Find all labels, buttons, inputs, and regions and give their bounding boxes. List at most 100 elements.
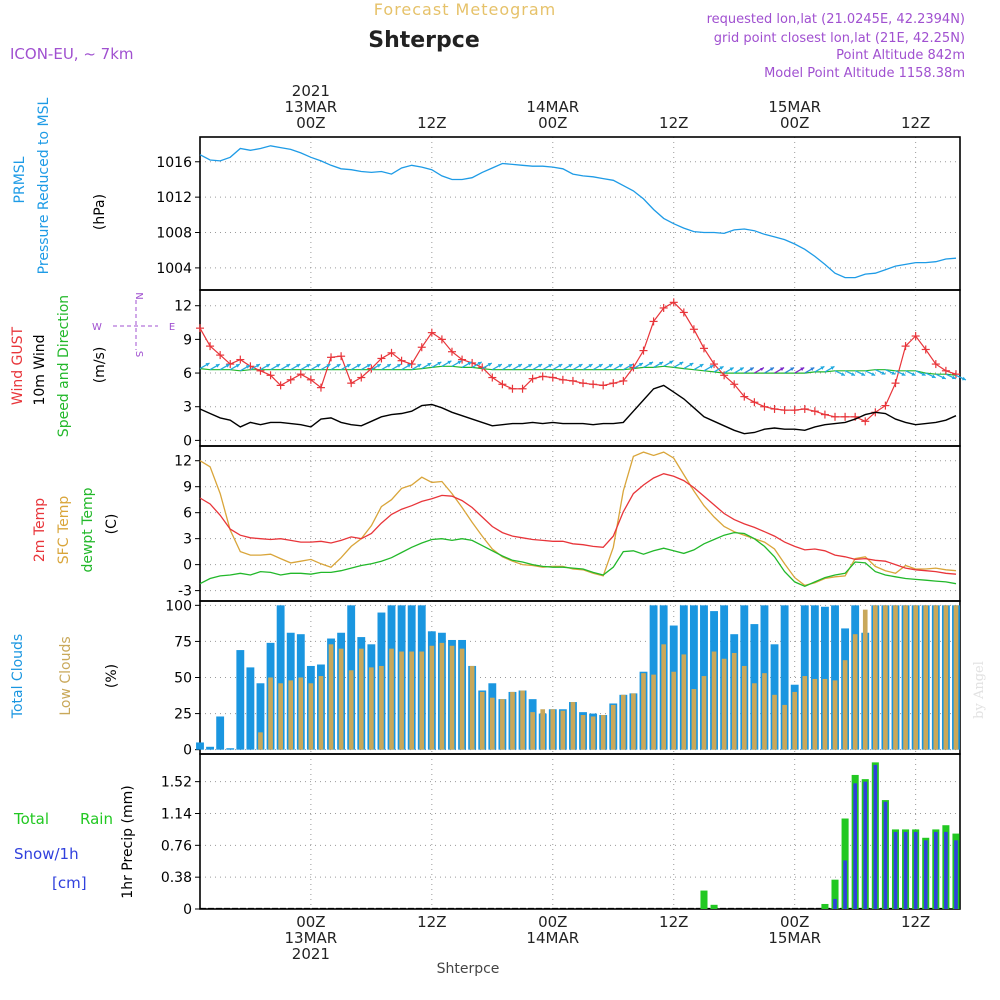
gust-marker [357, 373, 366, 382]
wind-direction-arrow [401, 363, 412, 371]
gust-marker [226, 360, 235, 369]
low-cloud-bar [268, 677, 273, 750]
clouds-ytick-label-3: 75 [174, 634, 192, 650]
wind-direction-arrow [834, 370, 846, 376]
wind-arrow-head [588, 364, 593, 368]
total-cloud-bar [256, 683, 265, 750]
snow-bar [913, 831, 918, 909]
gust-marker [810, 407, 819, 416]
rain-bar [700, 890, 708, 909]
gust-marker [790, 406, 799, 415]
pressure-line [199, 145, 957, 279]
wind-arrow-head [749, 367, 754, 371]
wind-arrow-head [427, 363, 432, 367]
wind-direction-arrow [229, 363, 241, 371]
top-time-label-4-1: 00Z [780, 114, 809, 132]
wind-direction-arrow [905, 370, 916, 376]
wind-arrow-head [336, 364, 341, 368]
wind-arrow-head [205, 363, 210, 367]
wind-arrow-head [235, 364, 240, 368]
low-cloud-bar [379, 665, 384, 750]
low-cloud-bar [631, 693, 636, 750]
wind-speed-line [199, 384, 957, 435]
requested-coordinates: requested lon,lat (21.0245E, 42.2394N) [707, 12, 965, 27]
low-cloud-bar [933, 605, 939, 750]
gust-marker [669, 298, 678, 307]
wind-direction-arrow [814, 365, 825, 373]
clouds-ytick-label-2: 50 [174, 671, 192, 687]
top-time-label-2-1: 00Z [538, 114, 567, 132]
gust-marker [599, 381, 608, 390]
bottom-time-label-1-0: 12Z [417, 913, 446, 931]
wind-arrow-head [316, 364, 321, 368]
low-cloud-bar [429, 645, 435, 750]
gust-marker [276, 381, 285, 390]
top-time-label-4-0: 15MAR [768, 98, 821, 116]
gust-marker [427, 328, 436, 337]
snow-bar [853, 783, 857, 909]
low-cloud-bar [752, 683, 757, 750]
wind-arrow-head [649, 361, 654, 366]
gust-marker [387, 348, 396, 357]
wind-arrow-head [255, 364, 260, 368]
wind-arrow-head [507, 364, 512, 368]
low-cloud-bar [943, 605, 949, 750]
wind-direction-arrow [250, 363, 261, 371]
gust-marker [347, 379, 356, 388]
low-cloud-bar [792, 691, 798, 750]
gust-marker [881, 401, 890, 410]
gust-marker [730, 380, 739, 389]
wind-arrow-head [739, 367, 744, 371]
wind-direction-arrow [411, 363, 422, 371]
total-cloud-bar [810, 605, 819, 750]
wind-arrow-head [407, 364, 412, 368]
wind-direction-arrow [713, 365, 724, 373]
snow-unit-label: [cm] [52, 874, 87, 892]
low-cloud-bar [318, 676, 324, 750]
wind-direction-arrow [572, 363, 583, 371]
low-cloud-bar [469, 665, 475, 750]
low-cloud-bar [852, 634, 858, 750]
wind-ytick-label-1: 3 [183, 400, 192, 416]
low-cloud-bar [399, 651, 404, 750]
model-point-altitude: Model Point Altitude 1158.38m [764, 66, 965, 81]
wind-arrow-head [759, 367, 764, 371]
wind-direction-arrow [683, 362, 694, 370]
compass-west: W [92, 322, 102, 333]
wind-arrow-head [871, 372, 876, 376]
gust-marker [740, 392, 749, 401]
top-time-label-0-1: 13MAR [285, 98, 338, 116]
gust-marker [306, 375, 315, 384]
low-cloud-bar [530, 712, 535, 750]
low-cloud-bar [691, 689, 697, 750]
wind-direction-arrow [310, 363, 321, 371]
gust-marker [911, 332, 920, 341]
wind-direction-arrow [643, 361, 654, 368]
wind-direction-arrow [199, 362, 210, 370]
bottom-time-label-2-1: 14MAR [526, 929, 579, 947]
ten-m-wind-label: 10m Wind [32, 334, 48, 405]
gust-marker [609, 379, 618, 388]
low-cloud-bar [741, 665, 747, 750]
wind-arrow-head [951, 375, 956, 380]
wind-direction-arrow [391, 363, 402, 371]
low-cloud-bar [651, 674, 656, 750]
clouds-ytick-label-4: 100 [165, 598, 192, 614]
wind-direction-arrow [653, 361, 664, 368]
gust-marker [901, 342, 910, 351]
wind-arrow-head [941, 375, 946, 380]
sfc-temp-line [199, 451, 957, 587]
gust-marker [619, 376, 628, 385]
compass-east: E [169, 322, 175, 333]
point-altitude: Point Altitude 842m [836, 48, 965, 63]
low-cloud-bar [328, 644, 334, 750]
wind-arrow-head [517, 364, 522, 368]
gust-marker [528, 374, 537, 383]
precipitation-ytick-label-2: 0.76 [161, 838, 192, 854]
gust-marker [921, 345, 930, 354]
wind-direction-arrow [562, 363, 573, 371]
gust-marker [488, 373, 497, 382]
low-cloud-bar [862, 609, 868, 750]
low-cloud-bar [308, 683, 314, 750]
wind-arrow-head [699, 364, 704, 368]
